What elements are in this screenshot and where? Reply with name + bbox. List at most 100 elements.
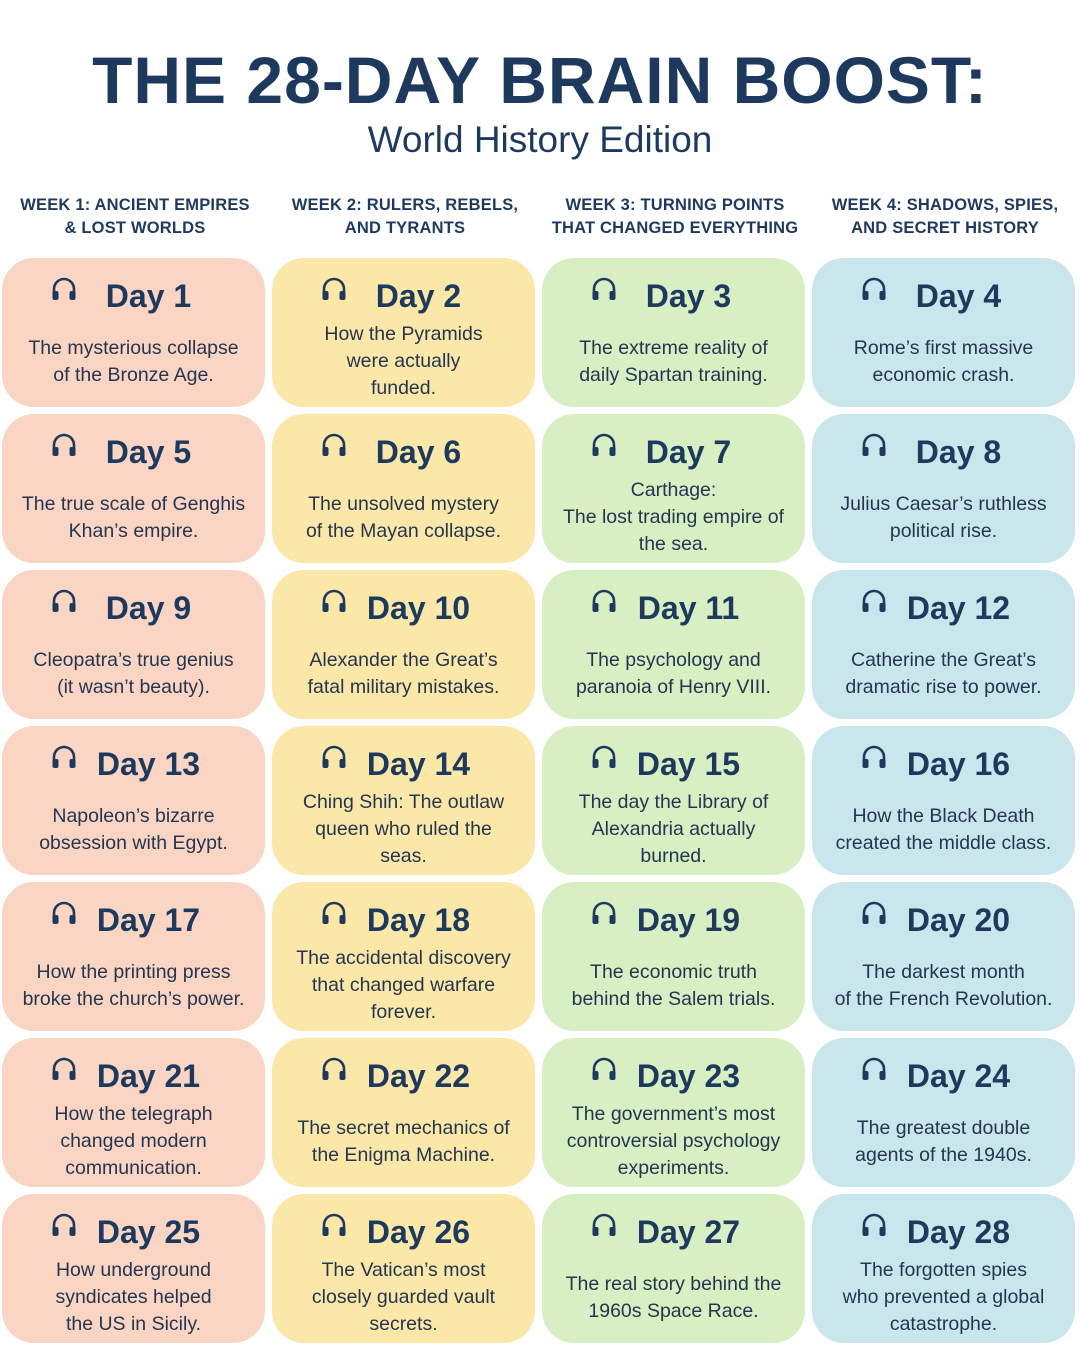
day-card[interactable]: Day 8 Julius Caesar’s ruthless political …	[812, 414, 1075, 563]
day-card-header: Day 25	[2, 1204, 265, 1260]
day-label: Day 5	[105, 433, 192, 470]
day-label: Day 21	[96, 1057, 201, 1094]
day-card-header: Day 9	[2, 580, 265, 636]
day-card-header: Day 26	[272, 1204, 535, 1260]
day-card[interactable]: Day 4 Rome’s first massive economic crash…	[812, 258, 1075, 407]
day-card[interactable]: Day 20 The darkest month of the French Re…	[812, 882, 1075, 1031]
headphones-icon	[860, 588, 888, 614]
day-card[interactable]: Day 19 The economic truth behind the Sale…	[542, 882, 805, 1031]
day-topic: The Vatican’s most closely guarded vault…	[311, 1259, 496, 1335]
day-card[interactable]: Day 26 The Vatican’s most closely guarded…	[272, 1194, 535, 1343]
headphones-icon	[860, 1212, 888, 1238]
day-card[interactable]: Day 24 The greatest double agents of the …	[812, 1038, 1075, 1187]
day-card-header: Day 3	[542, 268, 805, 324]
day-topic: The real story behind the 1960s Space Ra…	[565, 1272, 782, 1322]
day-card-header: Day 28	[812, 1204, 1075, 1260]
headphones-icon	[860, 744, 888, 770]
headphones-icon	[590, 744, 618, 770]
day-card-header: Day 10	[272, 580, 535, 636]
day-card-header: Day 2	[272, 268, 535, 324]
day-card[interactable]: Day 18 The accidental discovery that chan…	[272, 882, 535, 1031]
day-label: Day 16	[906, 745, 1011, 782]
day-card[interactable]: Day 11 The psychology and paranoia of Hen…	[542, 570, 805, 719]
day-topic: The mysterious collapse of the Bronze Ag…	[28, 336, 239, 386]
week-header-1: WEEK 1: ANCIENT EMPIRES & LOST WORLDS	[20, 196, 250, 237]
week-header-3: WEEK 3: TURNING POINTS THAT CHANGED EVER…	[551, 196, 799, 237]
day-card-header: Day 12	[812, 580, 1075, 636]
day-card[interactable]: Day 15 The day the Library of Alexandria …	[542, 726, 805, 875]
day-topic: The economic truth behind the Salem tria…	[571, 960, 776, 1010]
day-card[interactable]: Day 25 How underground syndicates helped …	[2, 1194, 265, 1343]
day-topic: The secret mechanics of the Enigma Machi…	[297, 1116, 510, 1166]
day-card-header: Day 5	[2, 424, 265, 480]
day-topic: How underground syndicates helped the US…	[55, 1259, 212, 1335]
day-label: Day 18	[366, 901, 471, 938]
headphones-icon	[320, 432, 348, 458]
day-topic: The true scale of Genghis Khan’s empire.	[21, 492, 246, 542]
day-card[interactable]: Day 27 The real story behind the 1960s Sp…	[542, 1194, 805, 1343]
headphones-icon	[590, 900, 618, 926]
day-label: Day 28	[906, 1213, 1011, 1250]
headphones-icon	[860, 276, 888, 302]
day-card[interactable]: Day 17 How the printing press broke the c…	[2, 882, 265, 1031]
day-card[interactable]: Day 6 The unsolved mystery of the Mayan c…	[272, 414, 535, 563]
day-card[interactable]: Day 9 Cleopatra’s true genius (it wasn’t …	[2, 570, 265, 719]
page-subtitle: World History Edition	[367, 119, 713, 160]
day-card-header: Day 16	[812, 736, 1075, 792]
day-card[interactable]: Day 5 The true scale of Genghis Khan’s em…	[2, 414, 265, 563]
headphones-icon	[50, 744, 78, 770]
day-card[interactable]: Day 10 Alexander the Great’s fatal milita…	[272, 570, 535, 719]
day-card[interactable]: Day 21 How the telegraph changed modern c…	[2, 1038, 265, 1187]
day-label: Day 22	[366, 1057, 471, 1094]
headphones-icon	[320, 1056, 348, 1082]
day-card-header: Day 13	[2, 736, 265, 792]
day-card[interactable]: Day 16 How the Black Death created the mi…	[812, 726, 1075, 875]
day-card-header: Day 23	[542, 1048, 805, 1104]
day-card-header: Day 17	[2, 892, 265, 948]
headphones-icon	[50, 588, 78, 614]
day-card-header: Day 22	[272, 1048, 535, 1104]
day-card-header: Day 19	[542, 892, 805, 948]
day-topic: The greatest double agents of the 1940s.	[855, 1116, 1032, 1166]
day-card[interactable]: Day 13 Napoleon’s bizarre obsession with …	[2, 726, 265, 875]
day-topic: Cleopatra’s true genius (it wasn’t beaut…	[33, 648, 234, 698]
headphones-icon	[590, 1056, 618, 1082]
day-label: Day 15	[636, 745, 741, 782]
day-card[interactable]: Day 1 The mysterious collapse of the Bron…	[2, 258, 265, 407]
page-title: THE 28-DAY BRAIN BOOST:	[92, 43, 988, 117]
headphones-icon	[320, 900, 348, 926]
day-card[interactable]: Day 23 The government’s most controversia…	[542, 1038, 805, 1187]
headphones-icon	[320, 276, 348, 302]
day-topic: How the Pyramids were actually funded.	[324, 323, 483, 399]
day-topic: The unsolved mystery of the Mayan collap…	[305, 492, 502, 542]
day-topic: Carthage: The lost trading empire of the…	[562, 479, 785, 555]
day-topic: The darkest month of the French Revoluti…	[834, 960, 1053, 1010]
day-label: Day 12	[906, 589, 1011, 626]
day-card[interactable]: Day 12 Catherine the Great’s dramatic ris…	[812, 570, 1075, 719]
headphones-icon	[50, 276, 78, 302]
day-card-header: Day 18	[272, 892, 535, 948]
day-card[interactable]: Day 22 The secret mechanics of the Enigma…	[272, 1038, 535, 1187]
day-topic: Ching Shih: The outlaw queen who ruled t…	[302, 791, 505, 867]
day-label: Day 13	[96, 745, 201, 782]
day-card[interactable]: Day 3 The extreme reality of daily Sparta…	[542, 258, 805, 407]
day-card[interactable]: Day 14 Ching Shih: The outlaw queen who r…	[272, 726, 535, 875]
headphones-icon	[320, 1212, 348, 1238]
day-topic: Napoleon’s bizarre obsession with Egypt.	[39, 804, 228, 854]
day-label: Day 26	[366, 1213, 471, 1250]
day-topic: The forgotten spies who prevented a glob…	[842, 1259, 1045, 1335]
day-card[interactable]: Day 7 Carthage: The lost trading empire o…	[542, 414, 805, 563]
day-topic: The extreme reality of daily Spartan tra…	[579, 336, 768, 386]
headphones-icon	[50, 1056, 78, 1082]
day-label: Day 7	[645, 433, 732, 470]
day-card-header: Day 4	[812, 268, 1075, 324]
day-card-header: Day 14	[272, 736, 535, 792]
day-label: Day 10	[366, 589, 471, 626]
day-topic: Julius Caesar’s ruthless political rise.	[840, 492, 1047, 542]
day-card[interactable]: Day 2 How the Pyramids were actually fund…	[272, 258, 535, 407]
day-label: Day 9	[105, 589, 192, 626]
day-card[interactable]: Day 28 The forgotten spies who prevented …	[812, 1194, 1075, 1343]
headphones-icon	[320, 588, 348, 614]
day-label: Day 25	[96, 1213, 201, 1250]
day-topic: The day the Library of Alexandria actual…	[578, 791, 769, 867]
